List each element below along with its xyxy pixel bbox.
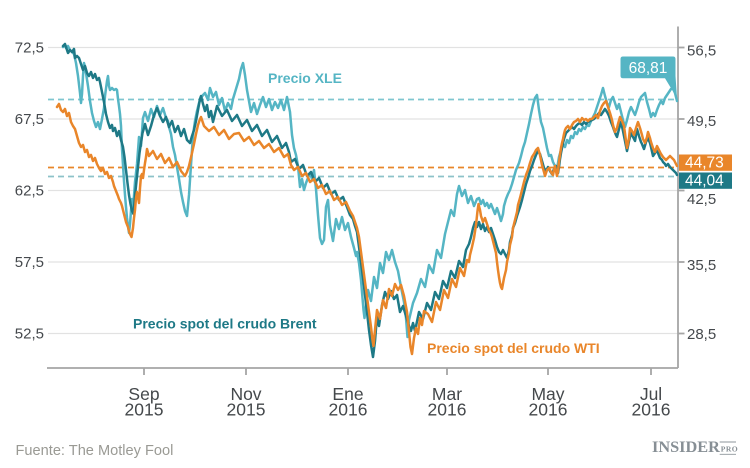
svg-text:Jul: Jul	[640, 384, 662, 404]
svg-text:2015: 2015	[227, 400, 266, 420]
svg-text:49,5: 49,5	[687, 113, 716, 130]
svg-text:28,5: 28,5	[687, 326, 716, 343]
svg-text:PRO: PRO	[721, 444, 738, 453]
svg-text:2016: 2016	[529, 400, 568, 420]
svg-text:35,5: 35,5	[687, 257, 716, 274]
svg-text:Precio spot del crudo WTI: Precio spot del crudo WTI	[427, 340, 600, 356]
svg-text:May: May	[531, 384, 564, 404]
svg-text:Mar: Mar	[432, 384, 462, 404]
svg-text:62,5: 62,5	[15, 183, 44, 200]
svg-text:56,5: 56,5	[687, 43, 716, 60]
svg-text:Nov: Nov	[230, 384, 261, 404]
svg-text:68,81: 68,81	[629, 60, 668, 77]
svg-text:Sep: Sep	[128, 384, 159, 404]
svg-text:2015: 2015	[125, 400, 164, 420]
svg-text:42,5: 42,5	[687, 191, 716, 208]
svg-text:44,73: 44,73	[685, 154, 724, 171]
svg-text:2016: 2016	[632, 400, 671, 420]
svg-text:2016: 2016	[329, 400, 368, 420]
svg-text:Fuente: The Motley Fool: Fuente: The Motley Fool	[16, 443, 174, 459]
svg-text:57,5: 57,5	[15, 254, 44, 271]
svg-text:2016: 2016	[428, 400, 467, 420]
svg-text:Precio spot del crudo Brent: Precio spot del crudo Brent	[133, 316, 317, 332]
svg-text:52,5: 52,5	[15, 326, 44, 343]
svg-text:INSIDER: INSIDER	[652, 437, 720, 456]
svg-text:44,04: 44,04	[685, 172, 724, 189]
svg-text:Precio XLE: Precio XLE	[268, 70, 342, 86]
svg-text:72,5: 72,5	[15, 40, 44, 57]
svg-text:67,5: 67,5	[15, 111, 44, 128]
svg-text:Ene: Ene	[332, 384, 363, 404]
